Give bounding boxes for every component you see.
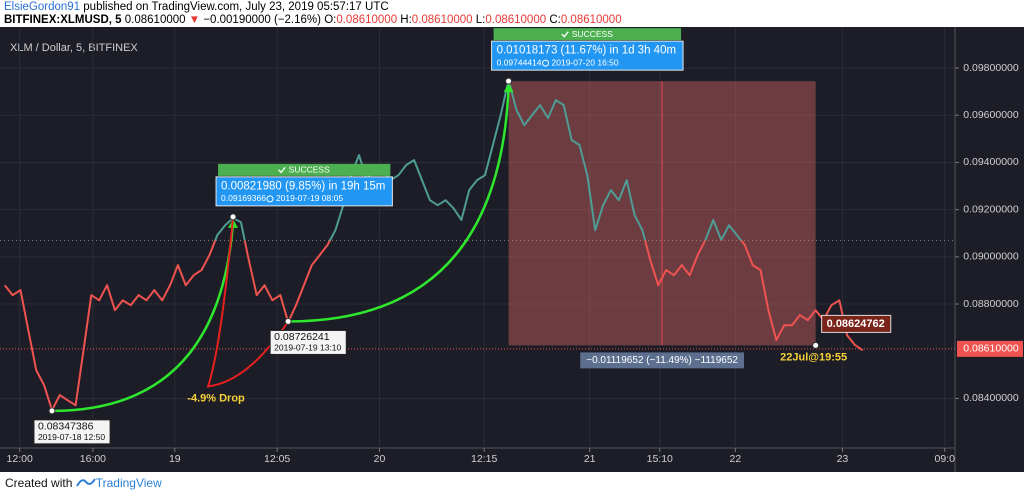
symbol: BITFINEX:XLMUSD, 5	[4, 14, 122, 26]
success-tag	[493, 28, 682, 41]
x-tick-label: 12:05	[264, 453, 290, 465]
measure-date: 2019-07-19 08:05	[276, 193, 343, 203]
measure-box	[491, 40, 684, 71]
footer-brand[interactable]: TradingView	[95, 476, 162, 490]
annotation-box	[821, 314, 892, 333]
annotation-point	[812, 341, 820, 349]
range-label: −0.01119652 (−11.49%) −1119652	[586, 355, 738, 366]
measure-value: 0.09744414	[497, 57, 542, 67]
annotation-time: 22Jul@19:55	[780, 351, 847, 363]
grid: 0.08400000 0.08800000 0.09000000 0.09200000…	[0, 27, 1019, 465]
clock-icon	[266, 195, 274, 203]
ohlc-key: H:	[400, 14, 412, 26]
footer: Created with TradingView	[5, 476, 162, 490]
last-price-label: 0.08610000	[963, 343, 1019, 355]
y-tick-label: 0.09600000	[963, 109, 1019, 121]
header-line: ElsieGordon91 published on TradingView.c…	[4, 1, 622, 14]
check-icon	[561, 31, 569, 38]
header-line: BITFINEX:XLMUSD, 5 0.08610000 ▼ −0.00190…	[4, 14, 622, 27]
clock-icon	[542, 59, 550, 67]
range-label-box	[580, 352, 744, 369]
y-tick-label: 0.09200000	[963, 203, 1019, 215]
measure-change: 0.00821980 (9.85%) in 19h 15m	[221, 180, 385, 192]
annotation-point	[284, 317, 292, 325]
annotation-date: 2019-07-19 13:10	[274, 343, 341, 353]
x-tick-label: 19	[169, 453, 181, 465]
up-curve	[51, 222, 235, 413]
down-arrow: ▼	[188, 14, 201, 26]
y-tick-label: 0.08400000	[963, 392, 1019, 404]
x-tick-label: 09:0	[935, 453, 956, 465]
published: published on TradingView.com, July 23, 2…	[83, 1, 389, 13]
y-tick-label: 0.08800000	[963, 298, 1019, 310]
annotation-value: 0.08726241	[274, 331, 330, 343]
chart: XLM / Dollar, 5, BITFINEX 0.084000000.08…	[0, 27, 1024, 472]
x-tick-label: 16:00	[80, 453, 106, 465]
ohlc: O:0.08610000 H:0.08610000 L:0.08610000 C…	[324, 14, 621, 26]
measure-box	[215, 176, 393, 207]
y-tick-label: 0.09400000	[963, 156, 1019, 168]
drop-label: -4.9% Drop	[187, 392, 245, 404]
annotation-value: 0.08347386	[38, 421, 94, 433]
arrow-head	[503, 83, 514, 93]
drop-curve	[206, 216, 289, 388]
success-tag	[218, 163, 391, 176]
annotation-value: 0.08624762	[827, 318, 885, 330]
author[interactable]: ElsieGordon91	[4, 1, 81, 13]
ohlc-value: 0.08610000	[411, 14, 473, 26]
plot: −0.01119652 (−11.49%) −1119652 0.08610000…	[0, 28, 1023, 445]
ohlc-value: 0.08610000	[336, 14, 398, 26]
annotation-box	[269, 329, 347, 355]
change: −0.00190000 (−2.16%)	[203, 14, 321, 26]
annotation-point	[48, 407, 56, 415]
y-tick-label: 0.09000000	[963, 251, 1019, 263]
success-label: SUCCESS	[289, 165, 330, 175]
last: 0.08610000	[124, 14, 186, 26]
header: ElsieGordon91 published on TradingView.c…	[4, 1, 622, 27]
ohlc-key: L:	[475, 14, 486, 26]
check-icon	[278, 166, 286, 174]
up-curve	[288, 87, 510, 323]
annotation-box	[33, 419, 111, 445]
y-tick-label: 0.09800000	[963, 62, 1019, 74]
ohlc-value: 0.08610000	[560, 14, 622, 26]
ohlc-key: O:	[324, 14, 337, 26]
x-tick-label: 15:10	[647, 453, 673, 465]
success-label: SUCCESS	[572, 29, 613, 39]
footer-text: Created with	[5, 476, 73, 490]
x-tick-label: 21	[584, 453, 596, 465]
legend: XLM / Dollar, 5, BITFINEX	[10, 42, 138, 54]
chart-background	[0, 27, 1024, 472]
measure-value: 0.09169366	[221, 193, 266, 203]
measure-point	[229, 213, 237, 221]
ohlc-key: C:	[549, 14, 561, 26]
measure-point	[505, 77, 513, 85]
x-tick-label: 12:00	[7, 453, 33, 465]
logo	[75, 478, 96, 487]
x-tick-label: 20	[374, 453, 386, 465]
annotation-date: 2019-07-18 12:50	[38, 432, 105, 442]
x-tick-label: 22	[729, 453, 741, 465]
price-line	[3, 79, 864, 412]
last-price-box	[957, 340, 1023, 357]
x-tick-label: 23	[837, 453, 849, 465]
measure-change: 0.01018173 (11.67%) in 1d 3h 40m	[497, 45, 676, 57]
ohlc-value: 0.08610000	[485, 14, 547, 26]
x-tick-label: 12:15	[471, 453, 497, 465]
measure-date: 2019-07-20 16:50	[552, 57, 619, 67]
